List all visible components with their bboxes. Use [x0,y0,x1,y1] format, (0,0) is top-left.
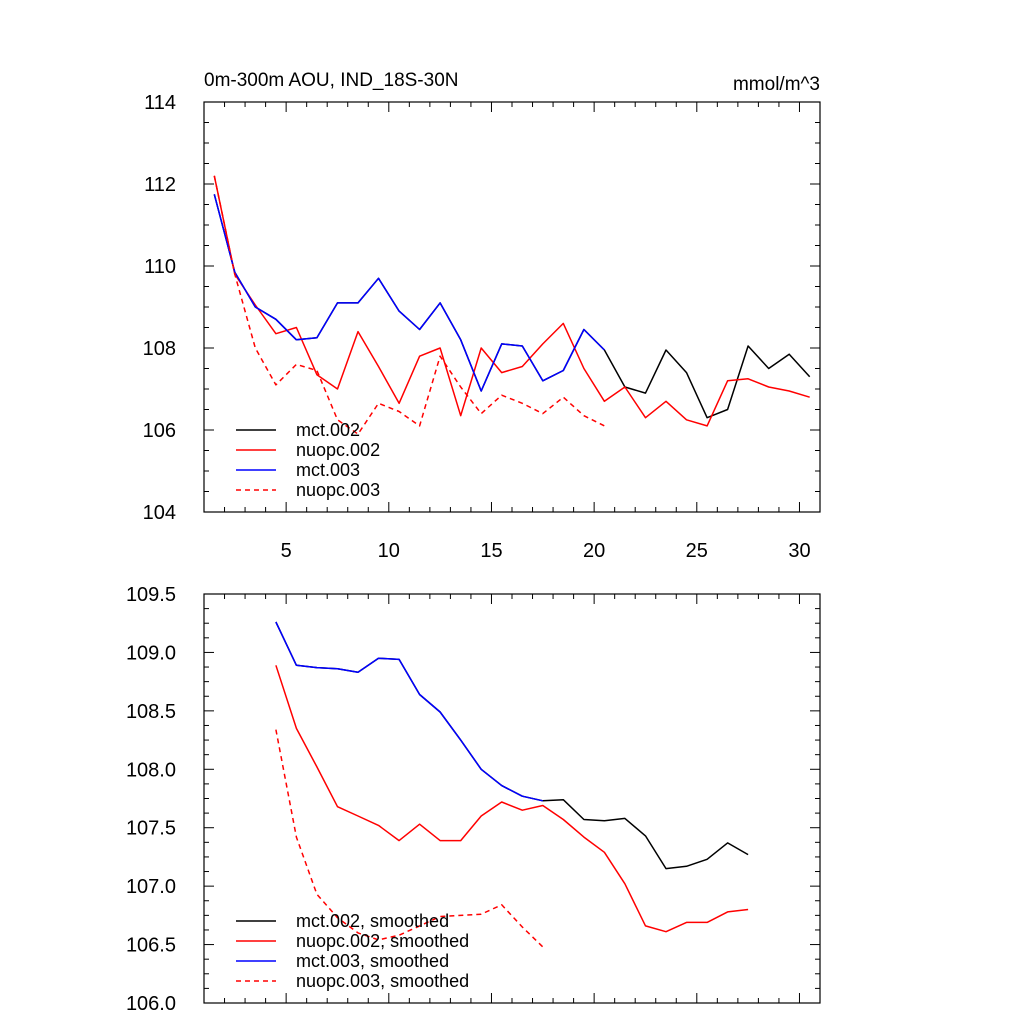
legend-label: nuopc.002 [296,440,380,460]
y-tick-label: 108.0 [126,759,176,781]
y-tick-label: 104 [143,502,176,524]
legend-label: nuopc.003 [296,480,380,500]
series-line-mct-003-smoothed [275,621,543,802]
y-tick-label: 106.0 [126,993,176,1015]
legend-label: mct.003 [296,460,360,480]
y-tick-label: 107.0 [126,876,176,898]
x-tick-label: 10 [378,540,400,562]
legend-label: mct.003, smoothed [296,951,449,971]
legend-label: nuopc.002, smoothed [296,931,469,951]
x-tick-label: 5 [281,540,292,562]
x-tick-label: 30 [788,540,810,562]
x-tick-label: 20 [583,540,605,562]
series-line-nuopc-003 [213,175,605,435]
y-tick-label: 106.5 [126,935,176,957]
units-label: mmol/m^3 [733,74,820,95]
series-line-nuopc-002 [213,175,810,427]
legend-label: nuopc.003, smoothed [296,971,469,991]
y-tick-label: 107.5 [126,818,176,840]
chart-panel-2: 106.0 106.5 107.0 107.5 108.0 108.5 109.0 109.5… [126,584,821,1015]
series-line-mct-002-smoothed [275,621,749,870]
y-tick-label: 114 [144,92,176,114]
x-tick-label: 25 [686,540,708,562]
y-tick-label: 109.0 [126,642,176,664]
y-tick-label: 112 [144,174,176,196]
y-tick-label: 108 [143,338,176,360]
series-line-nuopc-002-smoothed [275,665,749,933]
y-tick-label: 106 [143,420,176,442]
series-line-mct-002 [213,194,811,419]
series-line-nuopc-003-smoothed [275,729,544,948]
y-tick-label: 109.5 [126,584,176,606]
legend-label: mct.002 [296,420,360,440]
series-line-mct-003 [213,194,605,392]
legend-label: mct.002, smoothed [296,911,449,931]
chart-title: 0m-300m AOU, IND_18S-30N [204,70,459,91]
chart-panel-1: 5 10 15 20 25 30 104 106 108 110 112 114 0m-300m AOU… [143,70,821,562]
x-tick-label: 15 [480,540,502,562]
y-tick-label: 110 [144,256,176,278]
y-tick-label: 108.5 [126,701,176,723]
